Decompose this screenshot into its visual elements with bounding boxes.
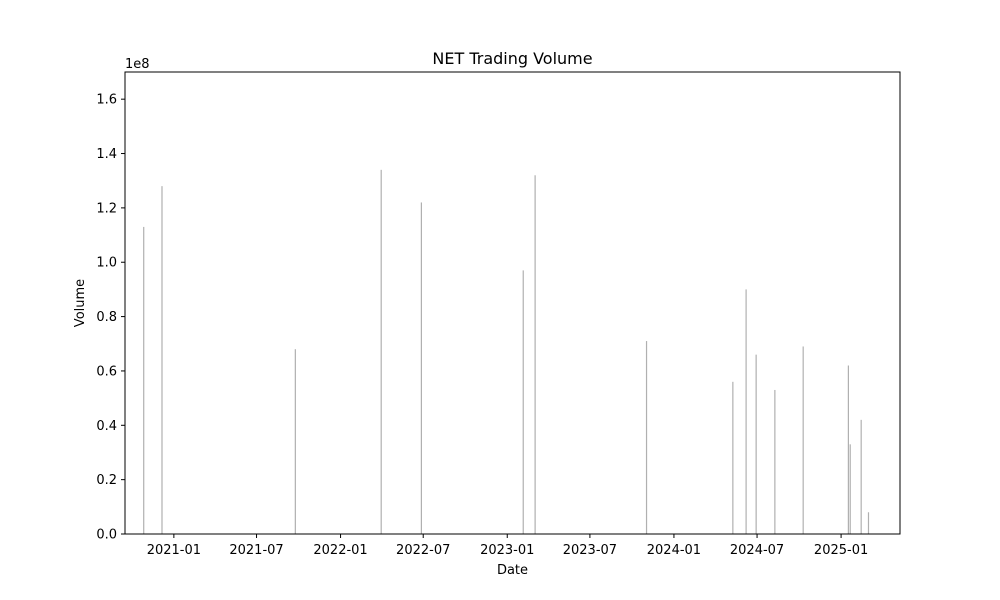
x-tick-label: 2023-01 — [480, 543, 534, 558]
x-tick-label: 2023-07 — [563, 543, 617, 558]
y-tick-label: 0.0 — [96, 528, 117, 543]
volume-bar — [774, 389, 776, 534]
x-tick-label: 2021-01 — [147, 543, 201, 558]
volume-bar — [645, 341, 648, 534]
volume-bar — [802, 346, 804, 534]
volume-bar — [161, 186, 163, 534]
volume-bar — [867, 512, 870, 534]
chart-title: NET Trading Volume — [432, 49, 592, 68]
volume-bar — [732, 381, 734, 534]
volume-bar — [534, 175, 536, 534]
x-tick-label: 2025-01 — [814, 543, 868, 558]
volume-bar — [143, 226, 145, 534]
y-tick-label: 1.0 — [96, 256, 117, 271]
x-tick-label: 2022-07 — [396, 543, 450, 558]
bars-group — [143, 169, 870, 534]
y-tick-label: 0.6 — [96, 364, 117, 379]
y-tick-label: 0.2 — [96, 473, 117, 488]
volume-bar — [755, 354, 757, 534]
volume-bar — [522, 270, 524, 534]
y-tick-label: 0.4 — [96, 419, 117, 434]
volume-bar — [860, 419, 862, 534]
volume-bar — [849, 444, 851, 534]
x-tick-label: 2021-07 — [229, 543, 283, 558]
volume-bar — [380, 169, 382, 534]
volume-bar — [420, 202, 422, 534]
x-axis: 2021-01 2021-07 2022-01 2022-07 2023-01 2023-… — [147, 534, 868, 558]
x-tick-label: 2024-01 — [647, 543, 701, 558]
y-tick-label: 1.6 — [96, 93, 117, 108]
x-axis-label: Date — [497, 563, 528, 578]
y-axis: 0.0 0.2 0.4 0.6 0.8 1.0 1.2 1.4 1.6 — [96, 93, 125, 543]
x-tick-label: 2024-07 — [730, 543, 784, 558]
volume-bar — [745, 289, 747, 534]
y-tick-label: 0.8 — [96, 310, 117, 325]
y-axis-label: Volume — [73, 279, 88, 327]
volume-bar — [847, 365, 849, 534]
y-axis-offset-label: 1e8 — [125, 57, 150, 72]
y-tick-label: 1.4 — [96, 147, 117, 162]
y-tick-label: 1.2 — [96, 201, 117, 216]
plot-frame — [124, 71, 901, 535]
volume-bar — [294, 349, 296, 534]
x-tick-label: 2022-01 — [313, 543, 367, 558]
